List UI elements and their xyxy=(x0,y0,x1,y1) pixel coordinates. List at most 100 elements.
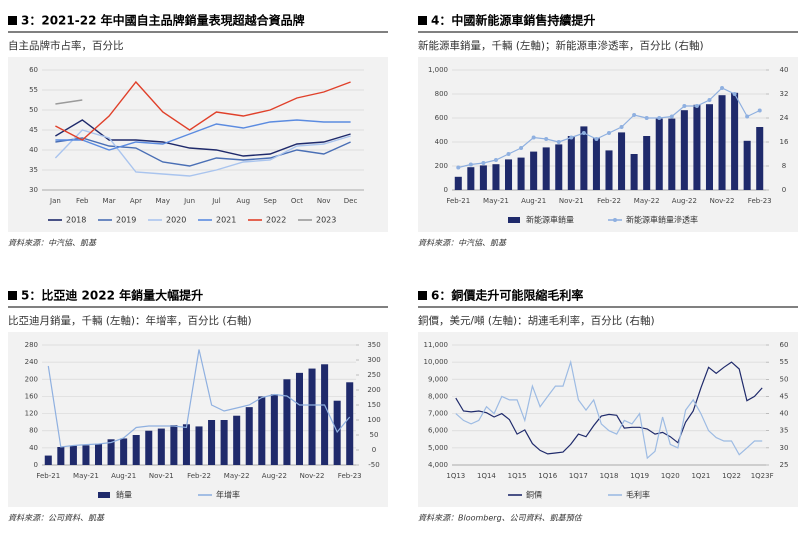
line-marker xyxy=(531,135,536,140)
x-tick-label: Nov-22 xyxy=(710,197,735,205)
x-tick-label: 1Q18 xyxy=(600,472,619,480)
x-tick-label: Aug-22 xyxy=(262,472,287,480)
x-tick-label: 1Q14 xyxy=(477,472,496,480)
bar xyxy=(208,420,216,465)
y2-tick-label: 55 xyxy=(780,358,789,366)
y-tick-label: 0 xyxy=(34,461,38,469)
bar xyxy=(308,368,316,465)
bar xyxy=(680,110,688,190)
x-tick-label: 1Q13 xyxy=(446,472,465,480)
y-tick-label: 1,000 xyxy=(428,66,448,74)
y2-tick-label: 24 xyxy=(780,114,789,122)
y-tick-label: 200 xyxy=(25,375,38,383)
source-note: 資料來源：中汽協、凱基 xyxy=(418,239,507,248)
chart-title: 4：中國新能源車銷售持續提升 xyxy=(431,13,595,28)
y-tick-label: 50 xyxy=(29,106,38,114)
bar xyxy=(107,439,115,465)
bar xyxy=(220,420,228,465)
line-marker xyxy=(707,98,712,102)
plot-panel xyxy=(8,57,388,232)
bar xyxy=(467,167,475,190)
bar xyxy=(718,95,726,190)
y-tick-label: 280 xyxy=(25,341,38,349)
x-tick-label: Dec xyxy=(344,197,358,205)
x-tick-label: Nov xyxy=(317,197,331,205)
y-tick-label: 60 xyxy=(29,66,38,74)
plot-panel xyxy=(418,332,798,507)
y-tick-label: 8,000 xyxy=(428,392,448,400)
line-marker xyxy=(694,104,699,108)
x-tick-label: May xyxy=(156,197,170,205)
source-note: 資料來源：公司資料、凱基 xyxy=(8,514,105,523)
line-marker xyxy=(607,131,611,135)
bar xyxy=(145,430,153,465)
line-marker xyxy=(632,113,637,117)
line-marker xyxy=(481,161,486,165)
y-tick-label: 11,000 xyxy=(424,341,449,349)
line-marker xyxy=(732,92,737,96)
y-tick-label: 40 xyxy=(29,444,38,452)
legend-label: 年增率 xyxy=(216,490,240,500)
y-tick-label: 30 xyxy=(29,186,38,194)
title-marker xyxy=(8,291,17,300)
bar xyxy=(321,364,329,465)
y2-tick-label: 200 xyxy=(367,386,380,394)
bar xyxy=(605,150,613,190)
x-tick-label: May-22 xyxy=(224,472,250,480)
chart-subtitle: 自主品牌市占率，百分比 xyxy=(8,39,124,52)
x-tick-label: Aug-21 xyxy=(521,197,546,205)
line-marker xyxy=(569,135,574,140)
x-tick-label: 1Q20 xyxy=(661,472,680,480)
y2-tick-label: 40 xyxy=(780,410,789,418)
bar xyxy=(743,140,751,190)
y2-tick-label: 50 xyxy=(780,375,789,383)
bar xyxy=(542,147,550,190)
x-tick-label: May-22 xyxy=(634,197,660,205)
bar xyxy=(517,157,525,190)
x-tick-label: Apr xyxy=(130,197,142,205)
chart-subtitle: 比亞迪月銷量，千輛 (左軸)：年增率，百分比 (右軸) xyxy=(8,314,252,327)
bar xyxy=(454,176,462,190)
bar xyxy=(346,382,354,465)
y-tick-label: 400 xyxy=(435,138,448,146)
series-line xyxy=(54,129,351,177)
legend-swatch xyxy=(98,492,110,498)
line-marker xyxy=(556,140,561,144)
y2-tick-label: 100 xyxy=(367,416,380,424)
y2-tick-label: 35 xyxy=(780,427,789,435)
y2-tick-label: 30 xyxy=(780,444,789,452)
y2-tick-label: 60 xyxy=(780,341,789,349)
title-marker xyxy=(418,291,427,300)
x-tick-label: Feb-21 xyxy=(36,472,60,480)
x-tick-label: 1Q22 xyxy=(722,472,741,480)
line-marker xyxy=(657,116,662,120)
y2-tick-label: 40 xyxy=(780,66,789,74)
legend-label: 2019 xyxy=(116,216,136,225)
bar xyxy=(245,407,253,465)
x-tick-label: 1Q21 xyxy=(691,472,710,480)
line-marker xyxy=(456,165,461,170)
x-tick-label: Feb-22 xyxy=(187,472,211,480)
bar xyxy=(655,118,663,190)
bar xyxy=(592,138,600,190)
x-tick-label: Nov-21 xyxy=(559,197,584,205)
y-tick-label: 35 xyxy=(29,166,38,174)
bar xyxy=(69,445,77,465)
series-line xyxy=(55,137,351,167)
y-tick-label: 9,000 xyxy=(428,375,448,383)
bar xyxy=(580,126,588,190)
y-tick-label: 7,000 xyxy=(428,410,448,418)
x-tick-label: Feb-22 xyxy=(597,197,621,205)
bar xyxy=(505,159,513,190)
bar xyxy=(195,426,203,465)
line-marker xyxy=(757,108,762,113)
bar xyxy=(479,165,487,190)
bar xyxy=(295,372,303,465)
bar xyxy=(44,455,52,465)
y2-tick-label: 0 xyxy=(782,186,786,194)
line-marker xyxy=(519,146,524,150)
title-marker xyxy=(8,16,17,25)
bar xyxy=(630,154,638,190)
line-marker xyxy=(644,116,649,120)
bar xyxy=(492,164,500,190)
